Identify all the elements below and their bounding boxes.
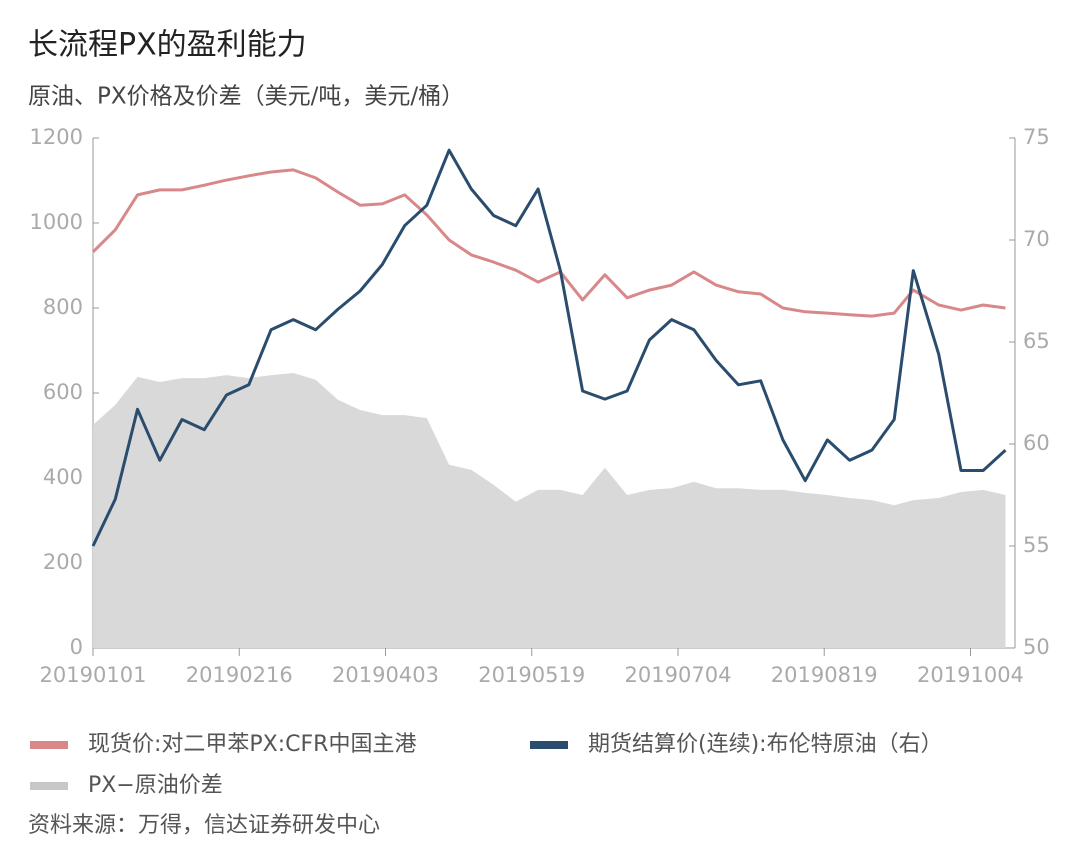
y2-tick-label: 50 [1023,635,1050,659]
y-tick-label: 800 [43,295,83,319]
chart-title: 长流程PX的盈利能力 [28,28,307,63]
x-tick-label: 20190101 [40,663,147,687]
y-tick-label: 600 [43,380,83,404]
legend-label: 期货结算价(连续):布伦特原油（右） [588,732,943,757]
line [91,168,1006,318]
x-tick-label: 20190819 [771,663,878,687]
x-tick-label: 20190403 [332,663,439,687]
y-tick-label: 200 [43,550,83,574]
legend-label: PX−原油价差 [88,773,223,798]
y-tick-label: 400 [43,465,83,489]
y2-tick-label: 75 [1023,125,1050,149]
x-tick-label: 20190704 [625,663,732,687]
x-tick-label: 20191004 [917,663,1024,687]
line [91,148,1007,547]
y2-tick-label: 55 [1023,533,1050,557]
x-tick-label: 20190216 [186,663,293,687]
x-tick-label: 20190519 [478,663,585,687]
y2-tick-label: 65 [1023,329,1050,353]
y-tick-label: 0 [70,635,83,659]
source: 资料来源：万得，信达证券研发中心 [28,813,380,838]
area [93,373,1006,648]
y2-tick-label: 70 [1023,227,1050,251]
y-tick-label: 1200 [30,125,83,149]
y-tick-label: 1000 [30,210,83,234]
y2-tick-label: 60 [1023,431,1050,455]
legend-label: 现货价:对二甲苯PX:CFR中国主港 [88,732,416,757]
chart-subtitle: 原油、PX价格及价差（美元/吨，美元/桶） [28,84,464,110]
